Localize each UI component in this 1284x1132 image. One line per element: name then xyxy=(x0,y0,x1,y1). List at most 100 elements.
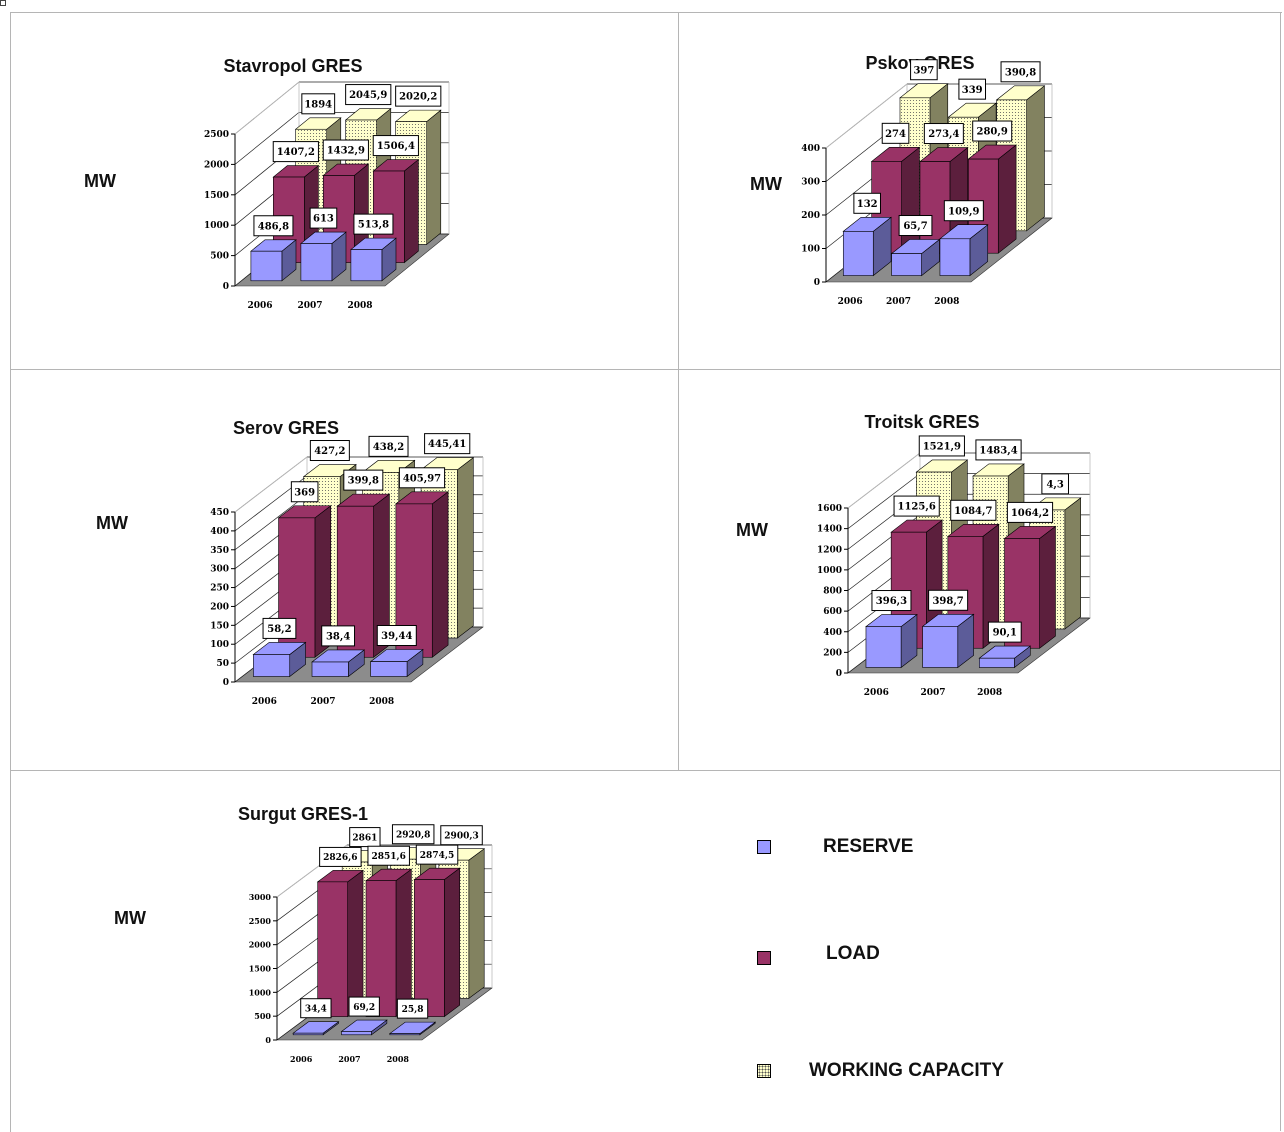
load-bar-side xyxy=(347,869,364,1018)
data-label-box xyxy=(975,439,1022,461)
data-label-box xyxy=(290,481,319,503)
table-divider-row-1 xyxy=(10,369,1281,370)
data-label: 2874,5 xyxy=(420,851,454,861)
data-label-box xyxy=(349,827,381,848)
data-label: 390,8 xyxy=(1005,67,1036,78)
working-capacity-swatch-icon xyxy=(757,1064,771,1078)
data-label: 34,4 xyxy=(305,1004,327,1014)
reserve-bar xyxy=(253,654,291,677)
y-tick-label: 300 xyxy=(801,178,820,188)
y-tick-label: 0 xyxy=(265,1035,271,1045)
y-tick-label: 1000 xyxy=(204,221,229,231)
y-tick-label: 2500 xyxy=(249,916,272,926)
x-tick-label: 2006 xyxy=(838,297,863,307)
gridline-side xyxy=(234,112,300,165)
load-bar xyxy=(317,881,348,1017)
load-bar-side xyxy=(431,491,449,658)
load-bar-side xyxy=(1039,525,1056,649)
x-tick-label: 2006 xyxy=(290,1054,313,1064)
reserve-bar xyxy=(939,238,971,276)
data-label: 2851,6 xyxy=(371,852,405,862)
y-tick-label: 350 xyxy=(210,546,229,556)
data-label-box xyxy=(958,78,987,100)
data-label-box xyxy=(1006,501,1054,523)
load-bar-side xyxy=(395,868,412,1018)
data-label: 2020,2 xyxy=(399,92,437,103)
y-axis-label: MW xyxy=(750,174,782,194)
data-label-box xyxy=(398,467,446,489)
data-label-box xyxy=(396,998,429,1019)
data-label: 280,9 xyxy=(977,127,1008,138)
data-label: 69,2 xyxy=(353,1003,375,1013)
reserve-bar xyxy=(891,253,922,276)
load-bar-side xyxy=(901,146,920,254)
data-label-box xyxy=(972,120,1013,142)
y-tick-label: 1500 xyxy=(249,964,272,974)
data-label-box xyxy=(424,433,471,455)
legend-item-reserve: RESERVE xyxy=(757,836,913,858)
load-bar-side xyxy=(403,158,419,264)
load-bar xyxy=(414,879,445,1017)
legend-label-working-capacity: WORKING CAPACITY xyxy=(809,1060,1004,1081)
data-label: 2826,6 xyxy=(323,853,357,863)
reserve-bar xyxy=(292,1032,324,1036)
data-label-box xyxy=(950,499,997,521)
data-label: 1483,4 xyxy=(979,446,1017,457)
y-tick-label: 400 xyxy=(823,628,842,638)
working-bar-side xyxy=(468,848,485,999)
data-label: 273,4 xyxy=(928,129,959,140)
y-tick-label: 0 xyxy=(223,282,229,292)
y-tick-label: 100 xyxy=(801,245,820,255)
table-border-right xyxy=(1280,12,1281,1131)
y-axis-label: MW xyxy=(96,513,128,533)
data-label: 1064,2 xyxy=(1011,508,1049,519)
side-wall-top-edge xyxy=(847,452,921,509)
reserve-bar xyxy=(350,249,383,282)
data-label: 1084,7 xyxy=(954,506,992,517)
data-label-box xyxy=(309,440,350,462)
data-label: 274 xyxy=(885,129,906,140)
y-tick-label: 0 xyxy=(814,278,820,288)
y-tick-label: 100 xyxy=(210,640,229,650)
chart-title: Stavropol GRES xyxy=(223,56,362,76)
data-label-box xyxy=(367,845,410,866)
working-bar-side xyxy=(457,457,474,639)
data-label-box xyxy=(301,93,336,115)
chart-serov: Serov GRES MW 0 50 100 150 200 250 300 350 400 450 4… xyxy=(96,418,484,707)
y-tick-label: 1600 xyxy=(817,504,842,514)
legend-item-load: LOAD xyxy=(757,943,880,965)
data-label-box xyxy=(343,469,384,491)
data-label: 25,8 xyxy=(402,1005,424,1015)
data-label: 109,9 xyxy=(948,206,979,217)
x-tick-label: 2006 xyxy=(247,301,272,311)
data-label-box xyxy=(300,998,332,1019)
layout-table xyxy=(10,12,1282,1132)
x-tick-label: 2008 xyxy=(369,697,394,707)
side-wall-top-edge xyxy=(234,81,300,135)
side-wall-top-edge xyxy=(234,456,308,513)
load-bar-side xyxy=(997,144,1017,254)
legend-item-working-capacity: WORKING CAPACITY xyxy=(757,1060,1004,1082)
data-label: 405,97 xyxy=(403,473,441,484)
y-tick-label: 500 xyxy=(254,1011,271,1021)
data-label-box xyxy=(391,824,435,845)
data-label: 427,2 xyxy=(314,446,345,457)
data-label: 1521,9 xyxy=(923,442,961,453)
data-label-box xyxy=(368,435,409,457)
reserve-bar xyxy=(311,661,349,677)
y-tick-label: 150 xyxy=(210,621,229,631)
data-label-box xyxy=(345,84,392,106)
data-label-box xyxy=(353,213,394,235)
gridline-side xyxy=(234,494,308,551)
y-axis-label: MW xyxy=(84,171,116,191)
data-label: 2861 xyxy=(352,833,377,843)
table-divider-vertical xyxy=(678,12,679,771)
data-label-box xyxy=(871,590,912,612)
y-tick-label: 1000 xyxy=(249,987,272,997)
data-label: 4,3 xyxy=(1046,479,1063,490)
reserve-bar xyxy=(922,626,959,668)
y-axis-label: MW xyxy=(736,520,768,540)
data-label: 613 xyxy=(313,214,334,225)
data-label-box xyxy=(923,123,964,145)
chart-troitsk: Troitsk GRES MW 0 200 400 600 800 1000 1200 1400 1… xyxy=(736,412,1091,698)
